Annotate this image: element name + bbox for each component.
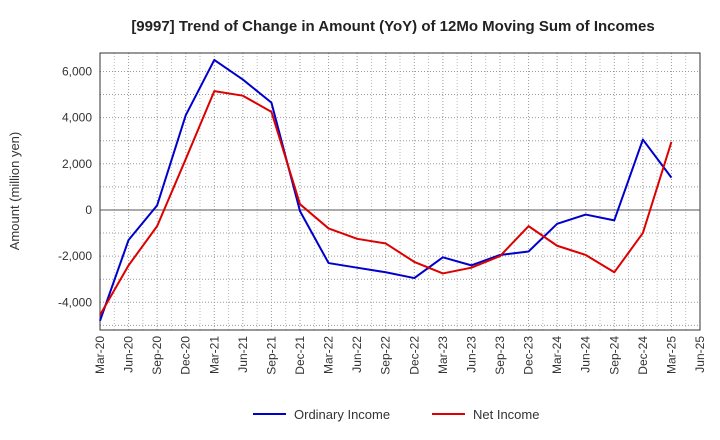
x-tick-label: Sep-20: [150, 336, 164, 375]
x-tick-label: Sep-21: [264, 336, 278, 375]
y-tick-label: 4,000: [62, 111, 92, 125]
x-tick-label: Mar-22: [322, 336, 336, 374]
x-tick-label: Jun-22: [350, 336, 364, 373]
x-tick-label: Dec-22: [407, 336, 421, 375]
x-tick-label: Jun-24: [579, 336, 593, 373]
chart-title: [9997] Trend of Change in Amount (YoY) o…: [131, 18, 654, 35]
x-tick-label: Sep-22: [379, 336, 393, 375]
y-tick-label: 2,000: [62, 157, 92, 171]
series-line-net-income: [99, 90, 673, 316]
legend-label: Ordinary Income: [294, 407, 390, 422]
legend: Ordinary Income Net Income: [253, 407, 539, 422]
y-axis-ticks: -4,000 -2,000 0 2,000 4,000 6,000: [58, 64, 92, 309]
x-tick-label: Dec-20: [179, 336, 193, 375]
y-axis-label: Amount (million yen): [7, 132, 22, 251]
y-tick-label: -4,000: [58, 295, 92, 309]
series-line-ordinary-income: [99, 58, 673, 322]
x-tick-label: Jun-20: [122, 336, 136, 373]
y-tick-label: -2,000: [58, 249, 92, 263]
x-axis-ticks: Mar-20 Jun-20 Sep-20 Dec-20 Mar-21 Jun-21 Sep-…: [93, 336, 707, 375]
x-tick-label: Mar-25: [664, 336, 678, 374]
x-tick-label: Mar-24: [550, 336, 564, 374]
x-tick-label: Sep-23: [493, 336, 507, 375]
x-tick-label: Mar-23: [436, 336, 450, 374]
x-tick-label: Dec-21: [293, 336, 307, 375]
x-tick-label: Mar-21: [207, 336, 221, 374]
x-tick-label: Sep-24: [607, 336, 621, 375]
x-tick-label: Dec-23: [522, 336, 536, 375]
x-tick-label: Jun-25: [693, 336, 707, 373]
series-layer: [99, 58, 700, 322]
x-tick-label: Mar-20: [93, 336, 107, 374]
legend-label: Net Income: [473, 407, 539, 422]
y-tick-label: 0: [85, 203, 92, 217]
plot-frame: [99, 52, 701, 331]
grid: [99, 53, 701, 330]
x-tick-label: Jun-21: [236, 336, 250, 373]
x-tick-label: Jun-23: [464, 336, 478, 373]
x-tick-label: Dec-24: [636, 336, 650, 375]
y-tick-label: 6,000: [62, 64, 92, 78]
